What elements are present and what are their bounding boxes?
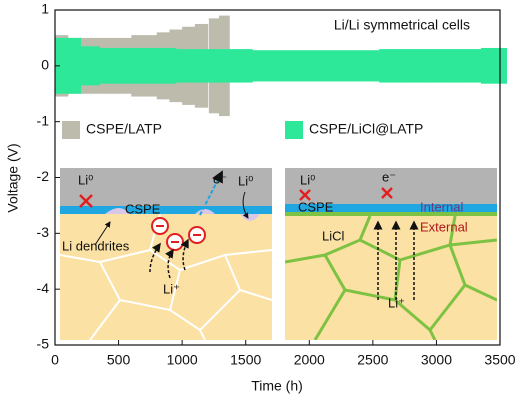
annotation: Li⁺	[388, 295, 405, 310]
annotation: Li⁰	[300, 172, 315, 187]
legend-label: CSPE/LiCl@LATP	[309, 121, 423, 137]
band-segment	[430, 49, 457, 83]
band-segment	[379, 49, 406, 83]
y-tick-label: -5	[37, 336, 50, 352]
annotation: Li⁰	[78, 172, 93, 187]
x-tick-label: 1500	[230, 352, 261, 368]
y-tick-label: -2	[37, 168, 50, 184]
band-segment	[353, 50, 380, 82]
x-tick-label: 2500	[357, 352, 388, 368]
annotation: Li dendrites	[62, 238, 130, 253]
band-segment	[150, 47, 177, 84]
annotation: e⁻	[382, 169, 396, 184]
annotation: CSPE	[298, 199, 334, 214]
band-segment	[455, 49, 482, 83]
y-tick-label: -1	[37, 112, 50, 128]
chart-title: Li/Li symmetrical cells	[334, 17, 470, 33]
band-segment	[201, 49, 228, 83]
legend-swatch	[62, 121, 80, 139]
band-segment	[175, 49, 202, 83]
x-tick-label: 2000	[294, 352, 325, 368]
x-axis-label: Time (h)	[251, 378, 303, 394]
x-tick-label: 500	[107, 352, 131, 368]
annotation: External	[420, 219, 468, 234]
legend-swatch	[285, 121, 303, 139]
band-segment	[252, 50, 279, 82]
band-segment	[404, 49, 431, 83]
annotation: CSPE	[125, 201, 161, 216]
annotation: LiCl	[322, 228, 345, 243]
annotation: e⁻	[213, 171, 227, 186]
band-segment	[328, 50, 355, 82]
y-tick-label: -4	[37, 280, 50, 296]
annotation: Li⁺	[163, 281, 180, 296]
legend-label: CSPE/LATP	[86, 121, 162, 137]
x-tick-label: 1000	[167, 352, 198, 368]
x-tick-label: 3000	[421, 352, 452, 368]
y-axis-label: Voltage (V)	[5, 143, 21, 212]
plot-area	[55, 15, 507, 117]
band-segment	[277, 50, 304, 82]
band-segment	[226, 49, 253, 83]
band-segment	[124, 47, 151, 84]
y-tick-label: 1	[41, 1, 49, 17]
x-tick-label: 3500	[484, 352, 515, 368]
y-tick-label: 0	[41, 57, 49, 73]
inset-right: Li⁰ e⁻ CSPE Internal External LiCl Li⁺	[285, 168, 497, 340]
band-segment	[99, 47, 126, 84]
annotation: Internal	[420, 199, 463, 214]
band-segment	[302, 50, 329, 82]
inset-left: Li⁰ e⁻ Li⁰ CSPE Li dendrites Li⁺	[60, 168, 272, 340]
band-segment	[74, 46, 101, 86]
band-segment	[480, 47, 507, 84]
annotation: Li⁰	[238, 173, 253, 188]
x-tick-label: 0	[51, 352, 59, 368]
y-tick-label: -3	[37, 224, 50, 240]
